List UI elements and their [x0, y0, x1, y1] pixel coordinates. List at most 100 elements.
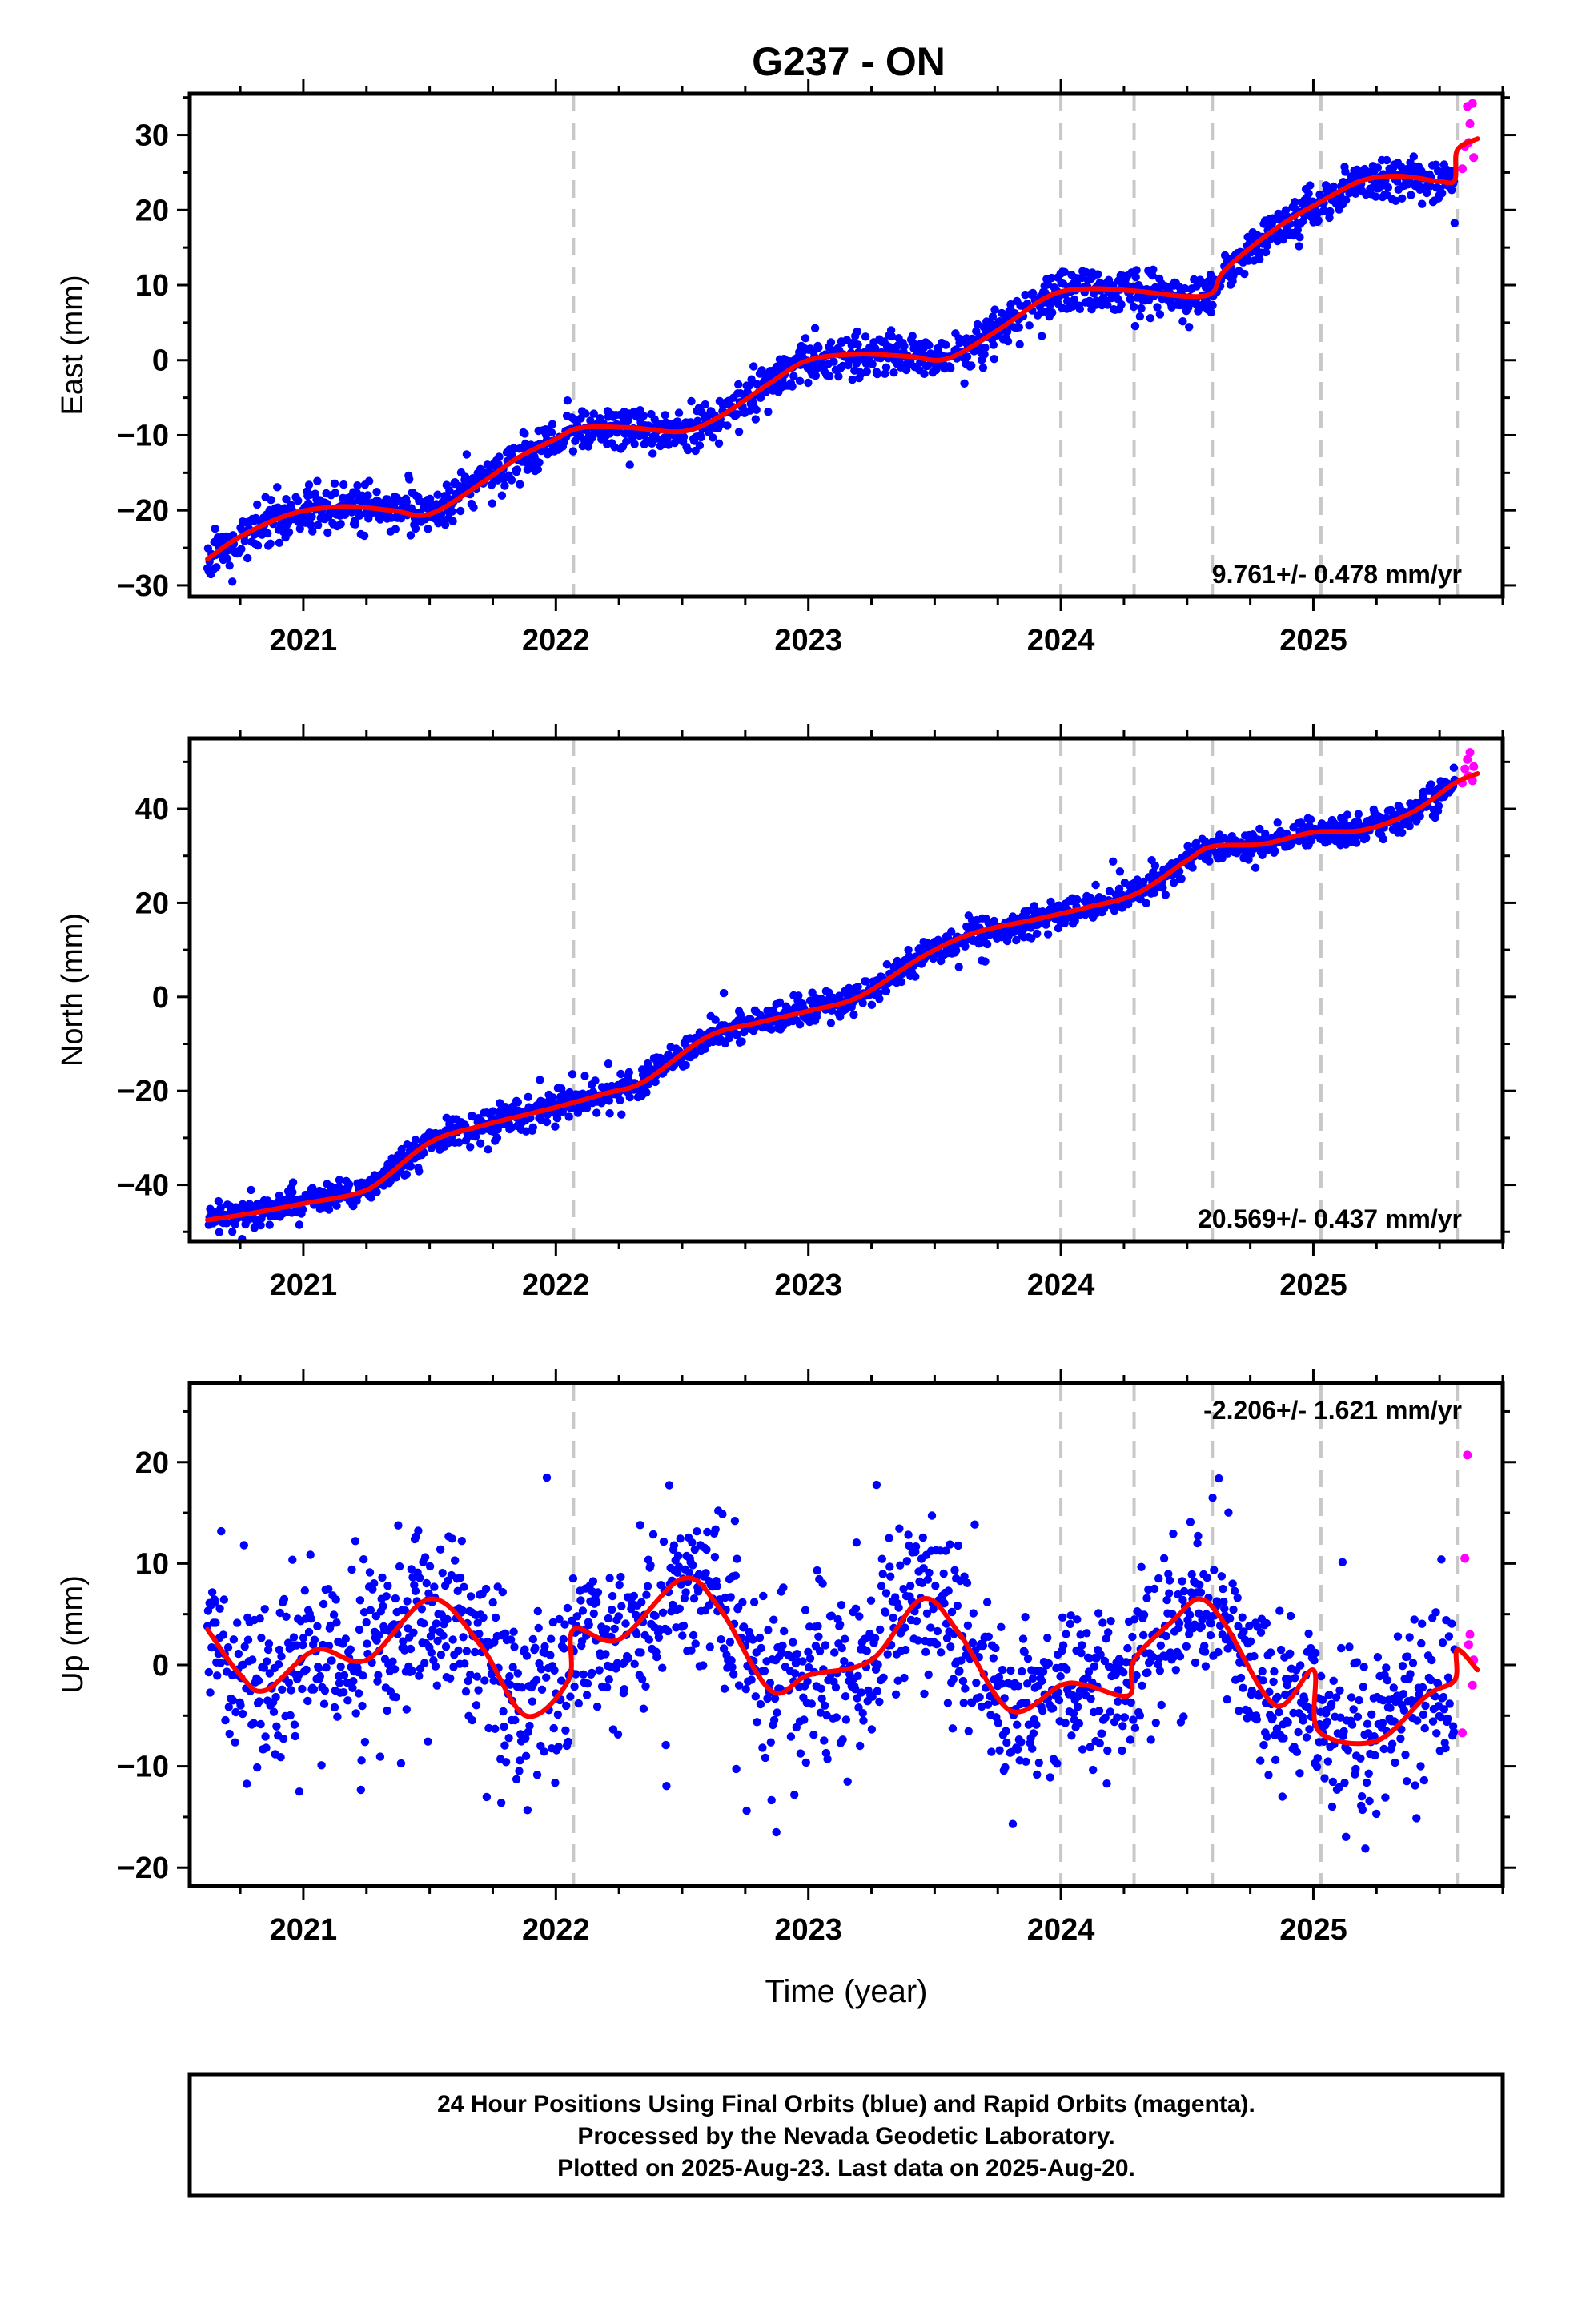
north-point	[1271, 846, 1279, 856]
up-point	[604, 1614, 613, 1623]
up-point	[1281, 1690, 1290, 1699]
up-point	[798, 1657, 807, 1666]
north-point	[1205, 857, 1214, 866]
up-point	[542, 1473, 552, 1482]
north-point	[642, 1088, 651, 1097]
east-point	[304, 480, 314, 489]
up-point	[1038, 1707, 1047, 1715]
up-point	[564, 1737, 572, 1747]
up-point	[225, 1729, 234, 1739]
up-point	[1028, 1744, 1037, 1753]
up-point	[732, 1764, 741, 1774]
east-point	[1178, 317, 1187, 326]
up-point	[1077, 1648, 1086, 1658]
up-point	[287, 1686, 295, 1695]
up-point	[330, 1703, 339, 1712]
up-point	[382, 1592, 391, 1601]
up-point	[933, 1626, 942, 1636]
up-point	[1238, 1613, 1247, 1622]
up-point	[472, 1701, 481, 1710]
up-point	[717, 1635, 725, 1644]
up-point	[522, 1651, 532, 1660]
up-point	[264, 1639, 274, 1648]
north-rapid-point	[1465, 748, 1475, 758]
up-point	[1312, 1763, 1322, 1771]
up-point	[1266, 1648, 1275, 1657]
up-point	[263, 1657, 271, 1666]
up-point	[906, 1582, 915, 1590]
north-point	[1449, 763, 1459, 772]
up-point	[343, 1696, 352, 1705]
up-point	[604, 1675, 613, 1684]
up-point	[1013, 1720, 1022, 1729]
east-point	[981, 344, 990, 352]
up-point	[1283, 1718, 1292, 1727]
up-point	[742, 1806, 751, 1815]
up-point	[851, 1604, 861, 1614]
east-point	[946, 364, 955, 372]
up-point	[1328, 1777, 1338, 1787]
up-point	[1061, 1719, 1070, 1727]
east-point	[372, 488, 381, 497]
east-point	[456, 506, 465, 516]
up-point	[562, 1701, 571, 1711]
up-point	[506, 1635, 516, 1644]
up-point	[391, 1693, 400, 1702]
east-point	[1135, 312, 1145, 321]
north-point	[591, 1076, 600, 1085]
up-point	[638, 1675, 647, 1684]
up-point	[1171, 1666, 1181, 1675]
up-point	[693, 1527, 701, 1536]
east-point	[535, 458, 544, 467]
up-point	[718, 1510, 727, 1518]
north-point	[981, 957, 990, 966]
east-point	[211, 524, 219, 533]
up-point	[937, 1648, 946, 1657]
up-point	[1362, 1778, 1371, 1787]
up-point	[689, 1630, 698, 1640]
up-point	[588, 1668, 596, 1678]
up-point	[943, 1699, 953, 1707]
up-point	[498, 1587, 507, 1597]
east-point	[520, 429, 529, 438]
up-point	[1264, 1771, 1273, 1779]
east-point	[1149, 265, 1158, 274]
up-point	[249, 1719, 259, 1727]
up-point	[261, 1732, 270, 1741]
up-point	[566, 1692, 575, 1701]
up-point	[1021, 1613, 1030, 1622]
up-point	[306, 1550, 315, 1559]
up-point	[588, 1577, 598, 1586]
up-point	[949, 1675, 958, 1683]
east-point	[1304, 189, 1313, 198]
up-point	[1276, 1645, 1286, 1655]
up-point	[589, 1609, 598, 1618]
up-point	[805, 1654, 815, 1663]
up-point	[537, 1685, 547, 1694]
north-point	[492, 1133, 502, 1143]
up-point	[420, 1553, 430, 1562]
east-point	[253, 541, 263, 550]
up-point	[269, 1707, 279, 1716]
east-point	[497, 491, 507, 500]
up-point	[900, 1673, 909, 1683]
up-point	[532, 1675, 541, 1684]
up-point	[221, 1715, 230, 1725]
up-point	[823, 1755, 832, 1763]
up-point	[772, 1827, 781, 1837]
up-point	[1118, 1746, 1126, 1755]
up-point	[1329, 1676, 1338, 1685]
east-point	[630, 440, 639, 448]
north-point	[737, 1037, 746, 1046]
up-point	[1128, 1632, 1137, 1642]
up-point	[918, 1533, 928, 1542]
north-point	[875, 995, 884, 1003]
east-point	[804, 378, 813, 388]
up-point	[1247, 1687, 1257, 1695]
up-point	[969, 1609, 978, 1618]
up-point	[733, 1554, 741, 1563]
up-point	[1135, 1711, 1145, 1720]
north-point	[372, 1188, 381, 1196]
up-point	[896, 1561, 905, 1570]
up-point	[1383, 1676, 1392, 1685]
